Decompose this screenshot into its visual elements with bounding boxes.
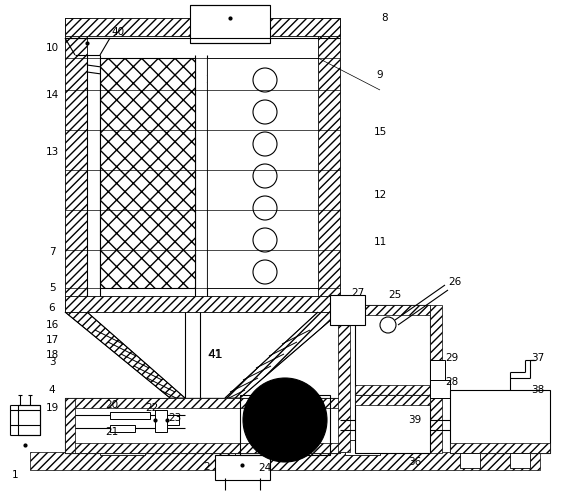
- Text: 26: 26: [448, 277, 461, 287]
- Text: 2: 2: [204, 462, 210, 472]
- Text: 6: 6: [49, 303, 55, 313]
- Text: 16: 16: [45, 320, 59, 330]
- Text: 23: 23: [168, 413, 181, 423]
- Text: 27: 27: [351, 288, 364, 298]
- Bar: [190, 5, 270, 43]
- Bar: [110, 425, 135, 432]
- Text: 28: 28: [445, 377, 459, 387]
- Text: 21: 21: [106, 427, 119, 437]
- Bar: [100, 58, 195, 288]
- Bar: [430, 360, 445, 395]
- Bar: [18, 405, 40, 435]
- Text: 4: 4: [49, 385, 55, 395]
- Text: 17: 17: [45, 335, 59, 345]
- Text: 41: 41: [208, 350, 222, 360]
- Text: 13: 13: [45, 147, 59, 157]
- Text: 40: 40: [111, 27, 125, 37]
- Text: 5: 5: [49, 283, 55, 293]
- Text: 14: 14: [45, 90, 59, 100]
- Text: 29: 29: [445, 353, 459, 363]
- Text: 12: 12: [373, 190, 387, 200]
- Text: 10: 10: [45, 43, 59, 53]
- Text: 18: 18: [45, 350, 59, 360]
- Bar: [460, 453, 480, 468]
- Text: 36: 36: [408, 457, 422, 467]
- Bar: [450, 390, 550, 453]
- Text: 15: 15: [373, 127, 387, 137]
- Text: 19: 19: [45, 403, 59, 413]
- Bar: [345, 440, 380, 455]
- Bar: [65, 443, 340, 453]
- Bar: [30, 452, 540, 470]
- Text: 39: 39: [408, 415, 422, 425]
- Bar: [100, 58, 195, 288]
- Bar: [355, 395, 430, 405]
- Text: 3: 3: [49, 357, 55, 367]
- Circle shape: [243, 378, 327, 462]
- Bar: [338, 312, 350, 452]
- Bar: [318, 18, 340, 310]
- Text: 1: 1: [11, 470, 18, 480]
- Bar: [355, 395, 430, 453]
- Bar: [65, 398, 75, 453]
- Bar: [155, 410, 167, 432]
- Bar: [100, 440, 145, 455]
- Bar: [240, 395, 330, 455]
- Bar: [207, 58, 318, 288]
- Text: 22: 22: [145, 403, 158, 413]
- Bar: [430, 305, 442, 453]
- Bar: [167, 415, 179, 425]
- Text: 38: 38: [532, 385, 545, 395]
- Bar: [65, 18, 87, 310]
- Text: 20: 20: [106, 400, 119, 410]
- Bar: [355, 385, 430, 395]
- Bar: [450, 443, 550, 453]
- Bar: [215, 455, 270, 480]
- Bar: [65, 296, 340, 312]
- Bar: [510, 453, 530, 468]
- Bar: [65, 398, 340, 408]
- Bar: [65, 18, 340, 36]
- Bar: [235, 440, 280, 455]
- Bar: [430, 380, 450, 398]
- Bar: [110, 412, 150, 419]
- Text: 41: 41: [207, 349, 223, 361]
- Text: 37: 37: [532, 353, 545, 363]
- Bar: [355, 305, 430, 315]
- Text: 25: 25: [389, 290, 402, 300]
- Text: 11: 11: [373, 237, 387, 247]
- Text: 24: 24: [258, 463, 272, 473]
- Bar: [330, 295, 365, 325]
- Bar: [65, 398, 340, 453]
- Text: 9: 9: [377, 70, 383, 80]
- Text: 8: 8: [382, 13, 389, 23]
- Bar: [355, 305, 430, 395]
- Text: 7: 7: [49, 247, 55, 257]
